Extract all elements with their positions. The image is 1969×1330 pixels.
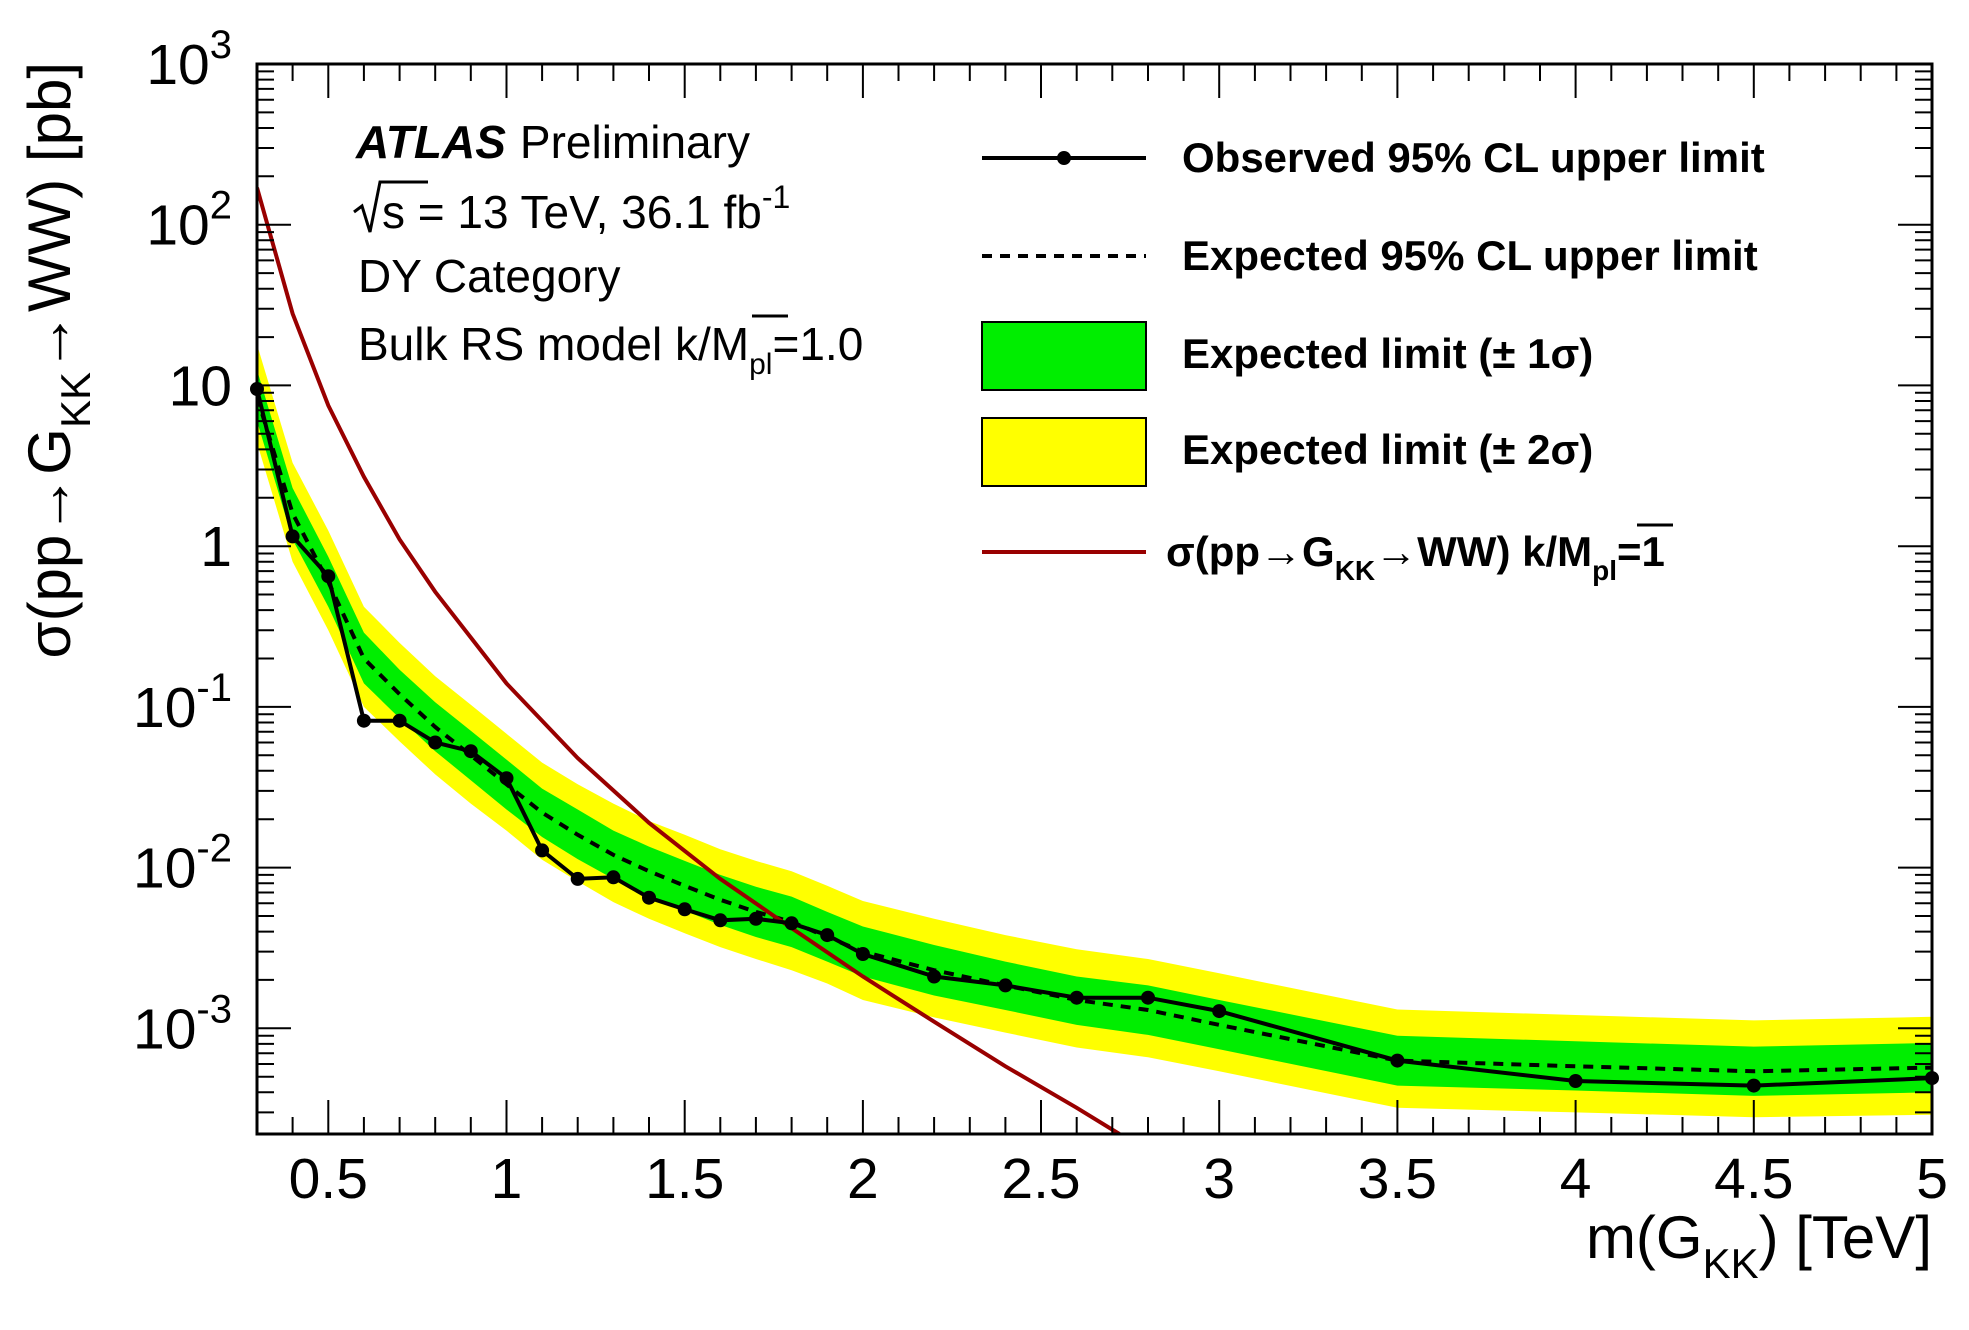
category-label: DY Category: [358, 250, 621, 302]
x-tick-label: 4: [1560, 1147, 1592, 1211]
x-tick-label: 1.5: [645, 1147, 724, 1211]
y-tick-label: 103: [146, 23, 232, 97]
legend: Observed 95% CL upper limit Expected 95%…: [981, 134, 1765, 586]
observed-point: [642, 890, 656, 905]
y-tick-label: 10-1: [133, 666, 232, 740]
x-tick-label: 5: [1916, 1147, 1948, 1211]
y-tick-label: 102: [146, 184, 232, 258]
band-2sigma: [257, 344, 1932, 1118]
model-m: M: [711, 318, 749, 370]
observed-point: [463, 744, 478, 759]
observed-point: [570, 871, 585, 886]
observed-point: [1390, 1053, 1405, 1068]
observed-point: [356, 713, 371, 728]
observed-point: [677, 902, 692, 917]
theory-xsec-line: [257, 187, 1121, 1134]
observed-point: [784, 916, 799, 931]
y-tick-label: 10-3: [133, 987, 232, 1061]
y-tick-label: 10: [169, 354, 232, 418]
observed-point: [285, 529, 300, 544]
observed-point: [1746, 1078, 1761, 1093]
x-tick-label: 2.5: [1001, 1147, 1080, 1211]
plot-frame: [255, 62, 1934, 1136]
observed-point: [927, 969, 942, 984]
legend-band2-swatch: [981, 417, 1147, 487]
x-tick-label: 3.5: [1358, 1147, 1437, 1211]
y-tick-label: 1: [200, 515, 232, 579]
observed-point: [998, 978, 1013, 993]
observed-point: [535, 843, 550, 858]
observed-point: [820, 928, 835, 943]
tick-labels-layer: 0.5 1 1.5 2 2.5 3 3.5 4 4.5 510310210110-110-210-…: [133, 23, 1948, 1211]
observed-point: [499, 771, 514, 786]
x-tick-label: 3: [1203, 1147, 1235, 1211]
legend-band2-label: Expected limit (± 2σ): [1182, 426, 1593, 473]
expected-limit-line: [257, 396, 1932, 1074]
observed-point: [713, 913, 728, 928]
x-axis-title: m(GKK) [TeV]: [1586, 1204, 1932, 1287]
legend-expected-label: Expected 95% CL upper limit: [1182, 232, 1758, 279]
legend-theory-label: σ(pp→GKK→WW) k/Mpl=1: [1166, 528, 1665, 586]
bands-layer: [257, 344, 1932, 1118]
observed-point: [1212, 1004, 1227, 1019]
sqrt-symbol: [353, 180, 428, 233]
points-layer: [250, 382, 1939, 1093]
observed-point: [855, 947, 870, 961]
energy-lumi-label: s = 13 TeV, 36.1 fb-1: [382, 179, 790, 238]
atlas-label: ATLAS Preliminary: [355, 116, 750, 168]
y-tick-label: 10-2: [133, 827, 232, 901]
observed-point: [748, 911, 763, 926]
legend-observed-label: Observed 95% CL upper limit: [1182, 134, 1765, 181]
y-axis-title: σ(pp→GKK→WW) [pb]: [16, 62, 99, 658]
model-label: Bulk RS model k/Mpl=1.0: [358, 318, 863, 381]
legend-observed-marker: [1057, 151, 1071, 165]
x-tick-label: 1: [491, 1147, 523, 1211]
x-tick-label: 2: [847, 1147, 879, 1211]
legend-band1-swatch: [981, 321, 1147, 391]
ticks-layer: [256, 63, 1933, 1134]
observed-point: [1069, 990, 1084, 1005]
observed-point: [1141, 990, 1155, 1005]
legend-band1-label: Expected limit (± 1σ): [1182, 330, 1593, 377]
x-tick-label: 0.5: [289, 1147, 368, 1211]
observed-point: [1568, 1074, 1583, 1088]
observed-point: [321, 569, 336, 584]
x-tick-label: 4.5: [1714, 1147, 1793, 1211]
observed-point: [606, 870, 621, 885]
observed-point: [428, 735, 443, 750]
observed-point: [392, 713, 407, 728]
